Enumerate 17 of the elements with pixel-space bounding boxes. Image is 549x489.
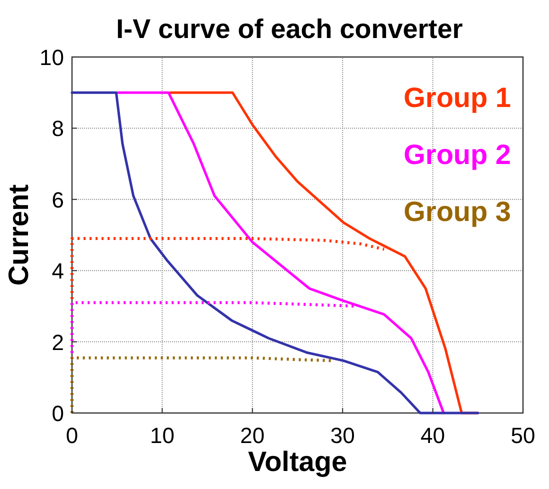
x-tick-label: 50 bbox=[510, 423, 536, 448]
x-tick-label: 30 bbox=[330, 423, 355, 448]
y-tick-label: 6 bbox=[52, 187, 64, 212]
x-tick-label: 40 bbox=[420, 423, 446, 448]
y-axis-title: Current bbox=[3, 184, 34, 286]
text: Group 3 bbox=[404, 196, 511, 227]
chart-title: I-V curve of each converter bbox=[116, 14, 464, 44]
y-tick-label: 8 bbox=[52, 116, 64, 142]
x-tick-label: 20 bbox=[240, 423, 265, 448]
text: Group 1 bbox=[404, 82, 511, 113]
x-tick-label: 10 bbox=[150, 423, 174, 448]
y-tick-label: 4 bbox=[52, 258, 64, 284]
y-tick-label: 0 bbox=[52, 401, 64, 426]
x-axis-title: Voltage bbox=[248, 446, 348, 477]
y-tick-label: 2 bbox=[52, 330, 64, 355]
y-tick-label: 10 bbox=[40, 45, 64, 70]
text: Group 2 bbox=[404, 139, 511, 170]
